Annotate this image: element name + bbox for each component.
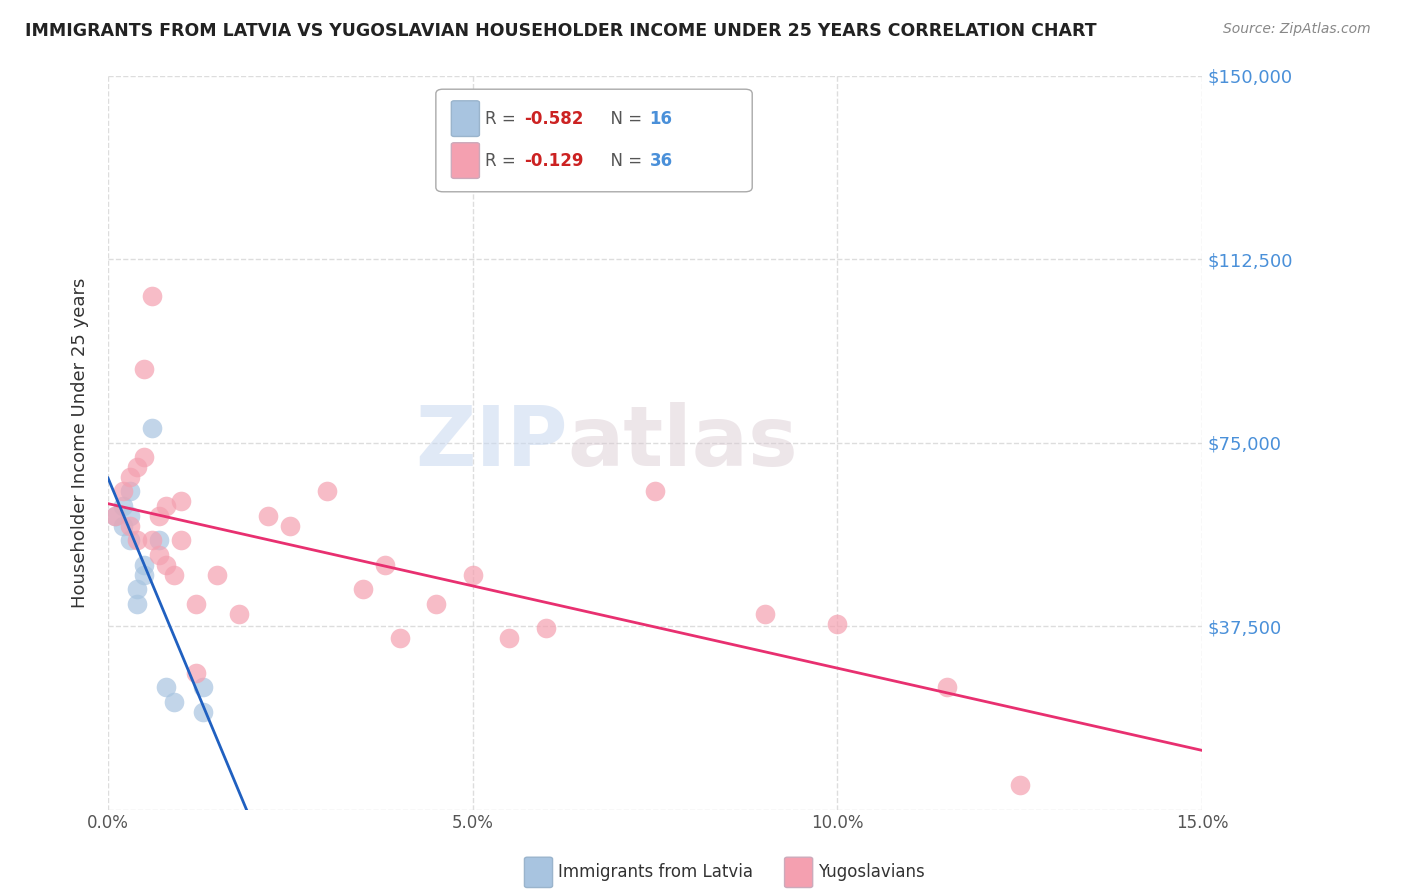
Point <box>425 597 447 611</box>
Point <box>280 518 302 533</box>
Text: -0.582: -0.582 <box>524 110 583 128</box>
Text: Immigrants from Latvia: Immigrants from Latvia <box>558 863 754 881</box>
Point <box>935 680 957 694</box>
Point <box>118 533 141 548</box>
Text: N =: N = <box>600 152 648 169</box>
Point <box>134 362 156 376</box>
Point <box>228 607 250 621</box>
Y-axis label: Householder Income Under 25 years: Householder Income Under 25 years <box>72 277 89 607</box>
Point <box>1008 778 1031 792</box>
Point <box>155 558 177 572</box>
Text: ZIP: ZIP <box>415 402 568 483</box>
Point <box>534 622 557 636</box>
Point <box>155 499 177 513</box>
Point <box>111 484 134 499</box>
Point <box>257 508 280 523</box>
Point <box>118 470 141 484</box>
Point <box>148 508 170 523</box>
Point <box>141 289 163 303</box>
Point <box>827 616 849 631</box>
Point <box>170 533 193 548</box>
Text: IMMIGRANTS FROM LATVIA VS YUGOSLAVIAN HOUSEHOLDER INCOME UNDER 25 YEARS CORRELAT: IMMIGRANTS FROM LATVIA VS YUGOSLAVIAN HO… <box>25 22 1097 40</box>
Text: -0.129: -0.129 <box>524 152 583 169</box>
Point <box>111 518 134 533</box>
Point <box>184 597 207 611</box>
Point <box>170 494 193 508</box>
Text: N =: N = <box>600 110 648 128</box>
Point <box>148 548 170 562</box>
Text: Source: ZipAtlas.com: Source: ZipAtlas.com <box>1223 22 1371 37</box>
Point <box>315 484 337 499</box>
Point <box>163 695 186 709</box>
Point <box>118 518 141 533</box>
Point <box>134 558 156 572</box>
Text: R =: R = <box>485 152 522 169</box>
Text: R =: R = <box>485 110 522 128</box>
Point <box>644 484 666 499</box>
Point <box>498 632 520 646</box>
Text: atlas: atlas <box>568 402 799 483</box>
Point <box>191 705 214 719</box>
Point <box>127 597 149 611</box>
Point <box>134 567 156 582</box>
Point <box>127 533 149 548</box>
Point <box>163 567 186 582</box>
Point <box>388 632 411 646</box>
Point <box>155 680 177 694</box>
Point <box>191 680 214 694</box>
Point <box>141 533 163 548</box>
Point <box>134 450 156 465</box>
Point <box>104 508 127 523</box>
Point <box>127 582 149 597</box>
Point <box>141 421 163 435</box>
Text: 16: 16 <box>650 110 672 128</box>
Point <box>104 508 127 523</box>
Point <box>352 582 374 597</box>
Text: Yugoslavians: Yugoslavians <box>818 863 925 881</box>
Point <box>118 484 141 499</box>
Point <box>148 533 170 548</box>
Point <box>118 508 141 523</box>
Point <box>127 460 149 475</box>
Text: 36: 36 <box>650 152 672 169</box>
Point <box>754 607 776 621</box>
Point <box>374 558 396 572</box>
Point <box>207 567 229 582</box>
Point <box>461 567 484 582</box>
Point <box>111 499 134 513</box>
Point <box>184 665 207 680</box>
